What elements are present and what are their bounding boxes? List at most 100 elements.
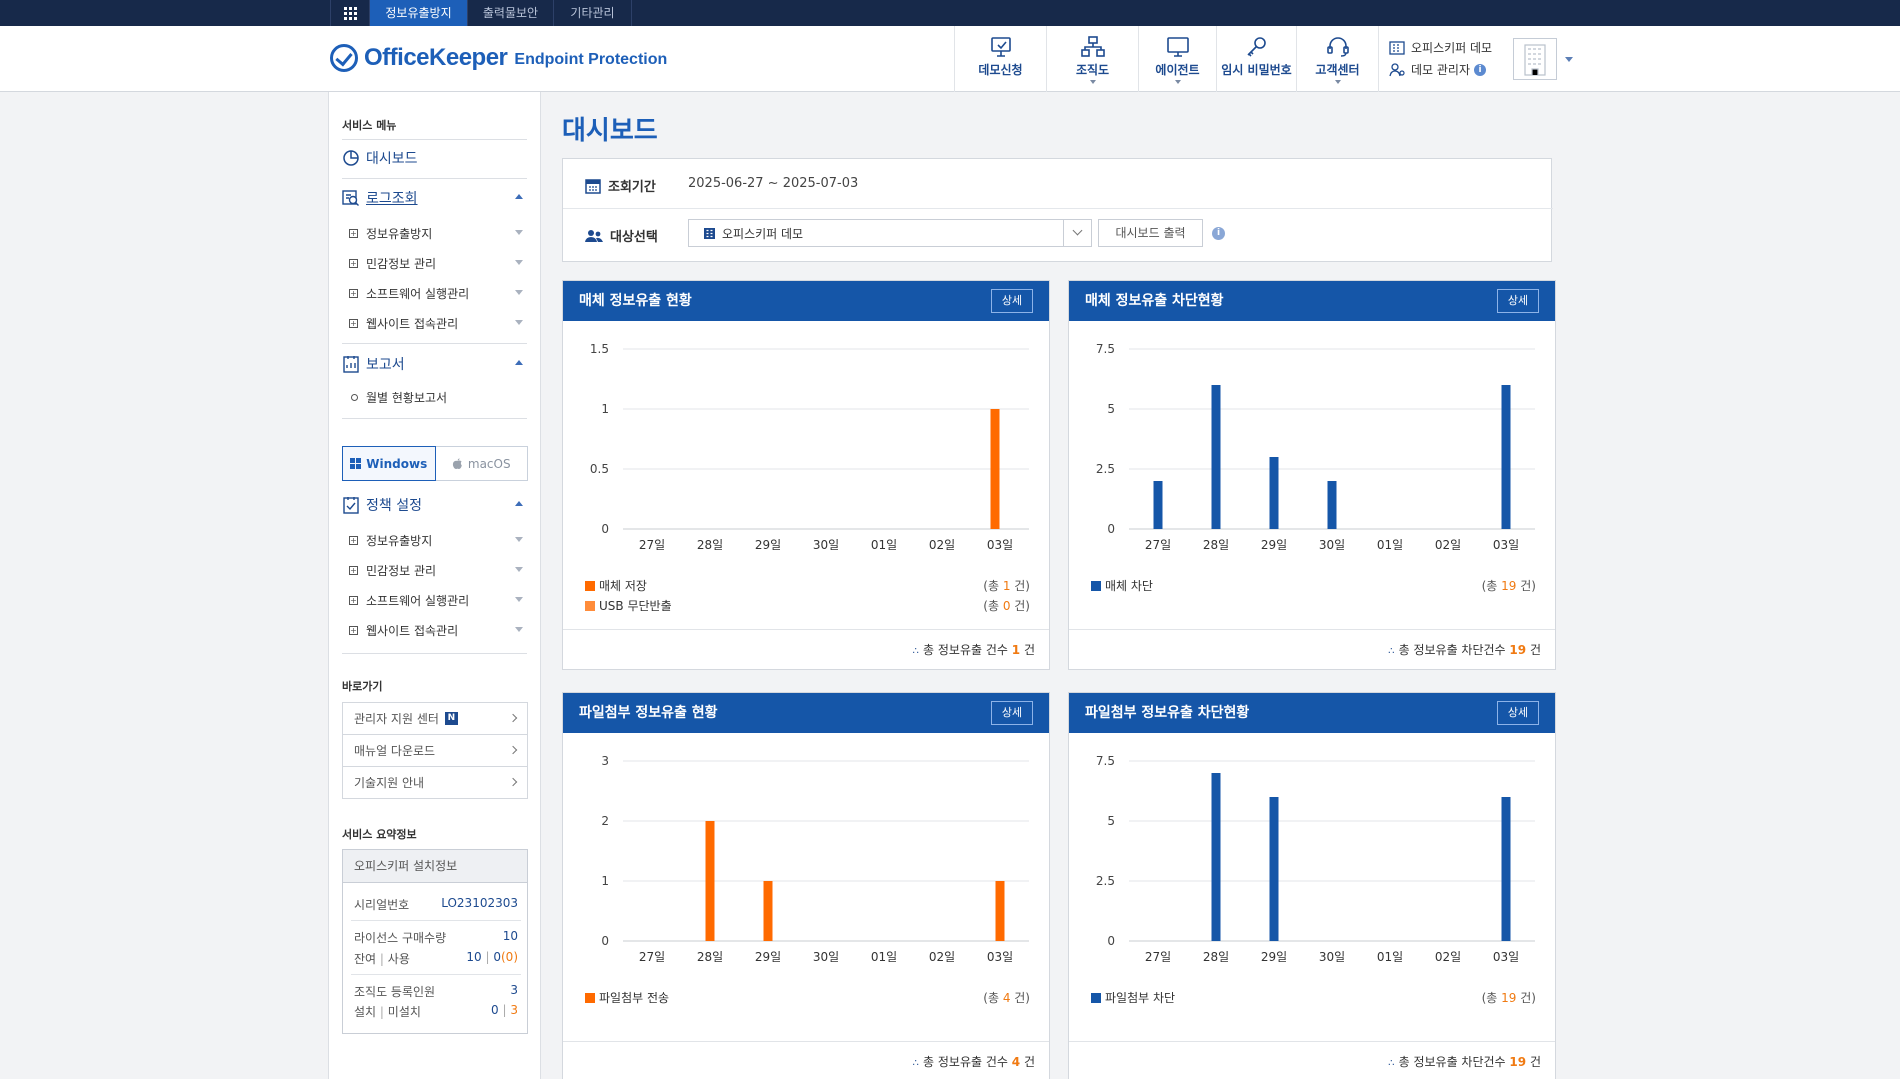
sidebar-subitem-log-2[interactable]: + 소프트웨어 실행관리 [349, 285, 527, 302]
chart-bar[interactable] [1211, 385, 1221, 529]
headset-icon [1326, 37, 1349, 57]
chevron-up-icon[interactable] [515, 194, 523, 199]
top-nav-bar: 정보유출방지 출력물보안 기타관리 [0, 0, 1900, 26]
sidebar-subitem-policy-1[interactable]: + 민감정보 관리 [349, 562, 527, 579]
legend-total: (총 19 건) [1481, 579, 1536, 593]
detail-button[interactable]: 상세 [991, 701, 1033, 725]
chart-bar[interactable] [763, 881, 773, 941]
info-icon[interactable]: i [1474, 63, 1487, 76]
chevron-right-icon [508, 713, 518, 723]
shortcut-admin-support[interactable]: 관리자 지원 센터 N [342, 702, 528, 735]
chart-bar[interactable] [1153, 481, 1163, 529]
card-media-block: 매체 정보유출 차단현황 상세 0 2.5 5 7.5 27일 28일 29일 30일 01일 0… [1068, 280, 1556, 670]
sidebar-item-report[interactable]: 보고서 [342, 354, 527, 374]
windows-tab[interactable]: Windows [342, 446, 436, 481]
temp-password-button[interactable]: 임시 비밀번호 [1216, 26, 1296, 92]
shortcut-tech-support[interactable]: 기술지원 안내 [342, 766, 528, 799]
expand-plus-icon: + [349, 229, 358, 238]
chart-bar[interactable] [990, 409, 1000, 529]
target-select[interactable]: 오피스키퍼 데모 [688, 219, 1092, 247]
officekeeper-logo[interactable]: OfficeKeeper Endpoint Protection [330, 44, 667, 72]
sidebar-subitem-label: 민감정보 관리 [366, 257, 437, 271]
agent-button[interactable]: 에이전트 [1138, 26, 1216, 92]
filter-panel: 조회기간 2025-06-27 ~ 2025-07-03 대상선택 오피스키퍼 … [562, 158, 1553, 262]
footer-value: 19 [1509, 643, 1527, 657]
legend-swatch [1091, 992, 1101, 1003]
install-value: 0 [491, 1003, 499, 1017]
chart-bar[interactable] [1501, 797, 1511, 941]
expand-plus-icon: + [349, 626, 358, 635]
chart-bar[interactable] [1501, 385, 1511, 529]
shortcut-label: 매뉴얼 다운로드 [354, 744, 436, 758]
chart-bar[interactable] [995, 881, 1005, 941]
detail-button[interactable]: 상세 [991, 289, 1033, 313]
chevron-down-icon [1089, 80, 1096, 84]
card-header: 파일첨부 정보유출 현황 상세 [563, 693, 1049, 733]
card-title: 파일첨부 정보유출 현황 [579, 705, 718, 721]
install-row: 설치 | 미설치 0 | 3 [354, 1003, 518, 1020]
x-tick-label: 28일 [1203, 950, 1229, 963]
period-row: 조회기간 2025-06-27 ~ 2025-07-03 [563, 159, 1553, 209]
divider [342, 139, 527, 140]
org-chart-button[interactable]: 조직도 [1046, 26, 1138, 92]
apple-icon [452, 457, 462, 469]
legend-label: 매체 차단 [1105, 579, 1153, 593]
period-value[interactable]: 2025-06-27 ~ 2025-07-03 [688, 176, 859, 191]
x-tick-label: 02일 [1435, 538, 1461, 551]
sidebar: 서비스 메뉴 대시보드 로그조회 + 정보유출방지 + 민감정보 관리 + 소프트웨어… [328, 92, 541, 1079]
use-extra-value: (0) [501, 950, 518, 964]
tab-info-leak-prevention[interactable]: 정보유출방지 [370, 0, 468, 26]
chart-bar[interactable] [1269, 797, 1279, 941]
remain-value: 10 [466, 950, 482, 964]
sidebar-item-dashboard[interactable]: 대시보드 [342, 148, 527, 168]
chevron-down-icon [515, 320, 523, 325]
x-tick-label: 30일 [1319, 950, 1345, 963]
demo-request-button[interactable]: 데모신청 [954, 26, 1046, 92]
chart-bar[interactable] [1269, 457, 1279, 529]
sidebar-subitem-policy-0[interactable]: + 정보유출방지 [349, 532, 527, 549]
macos-tab[interactable]: macOS [436, 447, 528, 480]
windows-icon [350, 458, 362, 469]
sidebar-subitem-label: 웹사이트 접속관리 [366, 624, 459, 638]
sidebar-subitem-report-0[interactable]: 월별 현황보고서 [349, 389, 527, 406]
sidebar-subitem-log-3[interactable]: + 웹사이트 접속관리 [349, 315, 527, 332]
chevron-down-icon[interactable] [1063, 220, 1091, 246]
tab-print-security[interactable]: 출력물보안 [468, 0, 554, 26]
apps-grid-icon[interactable] [330, 0, 370, 26]
x-tick-label: 01일 [871, 538, 897, 551]
header: OfficeKeeper Endpoint Protection 데모신청 조직… [0, 26, 1900, 92]
sidebar-item-label: 대시보드 [366, 151, 418, 167]
shortcut-manual-download[interactable]: 매뉴얼 다운로드 [342, 734, 528, 767]
chart-bar[interactable] [705, 821, 715, 941]
chart-bar[interactable] [1211, 773, 1221, 941]
x-tick-label: 02일 [929, 950, 955, 963]
expand-plus-icon: + [349, 259, 358, 268]
calendar-icon [585, 178, 601, 194]
card-title: 파일첨부 정보유출 차단현황 [1085, 705, 1250, 721]
sidebar-subitem-log-1[interactable]: + 민감정보 관리 [349, 255, 527, 272]
sidebar-item-policy[interactable]: 정책 설정 [342, 495, 527, 515]
legend-item: 파일첨부 차단 (총 19 건) [1091, 989, 1536, 1006]
customer-center-button[interactable]: 고객센터 [1296, 26, 1378, 92]
chevron-down-icon[interactable] [1565, 57, 1573, 62]
os-toggle: Windows macOS [342, 446, 528, 481]
chevron-up-icon[interactable] [515, 501, 523, 506]
tab-other-management[interactable]: 기타관리 [554, 0, 632, 26]
detail-button[interactable]: 상세 [1497, 701, 1539, 725]
sidebar-subitem-policy-3[interactable]: + 웹사이트 접속관리 [349, 622, 527, 639]
sidebar-item-log[interactable]: 로그조회 [342, 188, 527, 208]
user-line: 데모 관리자 i [1389, 61, 1487, 78]
card-header: 매체 정보유출 차단현황 상세 [1069, 281, 1555, 321]
chart-bar[interactable] [1327, 481, 1337, 529]
detail-button[interactable]: 상세 [1497, 289, 1539, 313]
company-building-avatar[interactable] [1513, 38, 1557, 80]
chevron-up-icon[interactable] [515, 360, 523, 365]
sidebar-subitem-log-0[interactable]: + 정보유출방지 [349, 225, 527, 242]
print-dashboard-button[interactable]: 대시보드 출력 [1098, 219, 1203, 247]
separator: | [379, 952, 384, 966]
user-menu[interactable]: 오피스키퍼 데모 데모 관리자 i [1378, 26, 1608, 92]
sidebar-subitem-policy-2[interactable]: + 소프트웨어 실행관리 [349, 592, 527, 609]
info-icon[interactable]: i [1212, 227, 1225, 240]
y-tick-label: 2 [601, 814, 609, 828]
monitor-icon [1166, 37, 1189, 57]
